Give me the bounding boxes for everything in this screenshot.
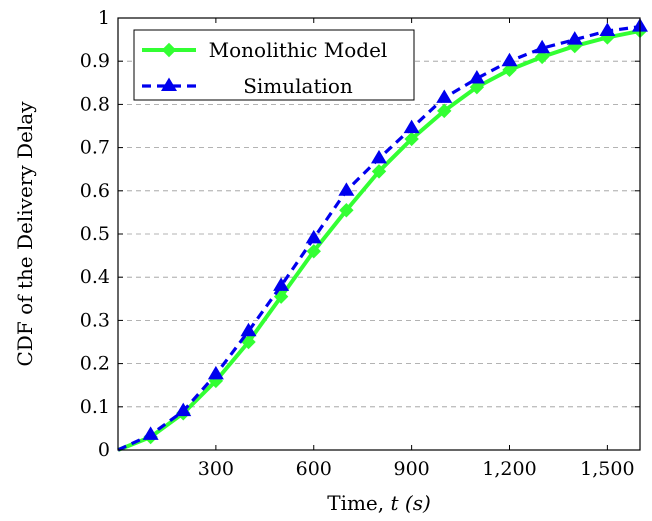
legend: Monolithic Model Simulation <box>133 29 415 101</box>
y-tick-label: 0.1 <box>80 396 110 418</box>
axis-ticks <box>118 17 640 451</box>
diamond-marker <box>404 131 419 147</box>
triangle-marker <box>501 52 518 67</box>
y-tick-label: 0.3 <box>80 309 110 331</box>
triangle-marker <box>534 39 551 54</box>
diamond-marker <box>469 79 485 95</box>
y-tick-label: 0 <box>98 439 110 461</box>
triangle-marker <box>273 277 290 291</box>
y-tick-label: 0.7 <box>80 137 110 159</box>
diamond-marker <box>437 103 452 119</box>
diamond-marker <box>306 244 321 259</box>
x-tick-label: 900 <box>393 458 429 480</box>
x-tick-label: 300 <box>198 458 234 480</box>
series-monolithic-model <box>117 23 648 452</box>
x-tick-label: 1,500 <box>580 458 634 480</box>
y-axis-title: CDF of the Delivery Delay <box>13 101 37 367</box>
x-axis-title-variable: t (s) <box>391 491 431 515</box>
triangle-marker <box>207 365 224 380</box>
legend-box <box>133 29 415 101</box>
triangle-marker <box>175 402 192 417</box>
diamond-marker <box>502 62 517 78</box>
legend-marker <box>160 77 178 91</box>
series-simulation <box>117 18 649 452</box>
legend-label: Monolithic Model <box>209 38 388 62</box>
triangle-marker <box>338 182 355 196</box>
diamond-marker <box>371 164 387 179</box>
triangle-marker <box>370 149 388 164</box>
y-tick-label: 0.2 <box>80 353 110 375</box>
y-tick-label: 0.4 <box>80 266 110 288</box>
triangle-marker <box>403 119 420 134</box>
y-tick-label: 1 <box>98 7 110 29</box>
series-layer <box>117 18 649 452</box>
y-tick-label: 0.8 <box>80 93 110 115</box>
triangle-marker <box>599 22 616 36</box>
legend-marker <box>161 42 177 58</box>
legend-label: Simulation <box>243 74 353 98</box>
y-tick-label: 0.5 <box>80 223 110 245</box>
triangle-marker <box>566 31 583 45</box>
x-axis-title: Time, t (s) <box>327 491 431 515</box>
triangle-marker <box>142 426 159 440</box>
triangle-marker <box>468 70 485 84</box>
diamond-marker <box>241 334 256 350</box>
diamond-marker <box>534 49 550 65</box>
x-tick-label: 1,200 <box>482 458 536 480</box>
y-tick-labels: 0 0.1 0.2 0.3 0.4 0.5 0.6 0.7 0.8 0.9 1 <box>80 7 110 461</box>
x-tick-labels: 300 600 900 1,200 1,500 <box>198 458 635 480</box>
y-tick-label: 0.6 <box>80 180 110 202</box>
grid-lines <box>118 60 640 408</box>
triangle-marker <box>436 89 453 103</box>
y-tick-label: 0.9 <box>80 50 110 72</box>
x-axis-title-prefix: Time, <box>327 491 390 515</box>
diamond-marker <box>339 203 354 218</box>
triangle-marker <box>240 322 257 337</box>
x-tick-label: 600 <box>296 458 332 480</box>
triangle-marker <box>305 229 322 244</box>
